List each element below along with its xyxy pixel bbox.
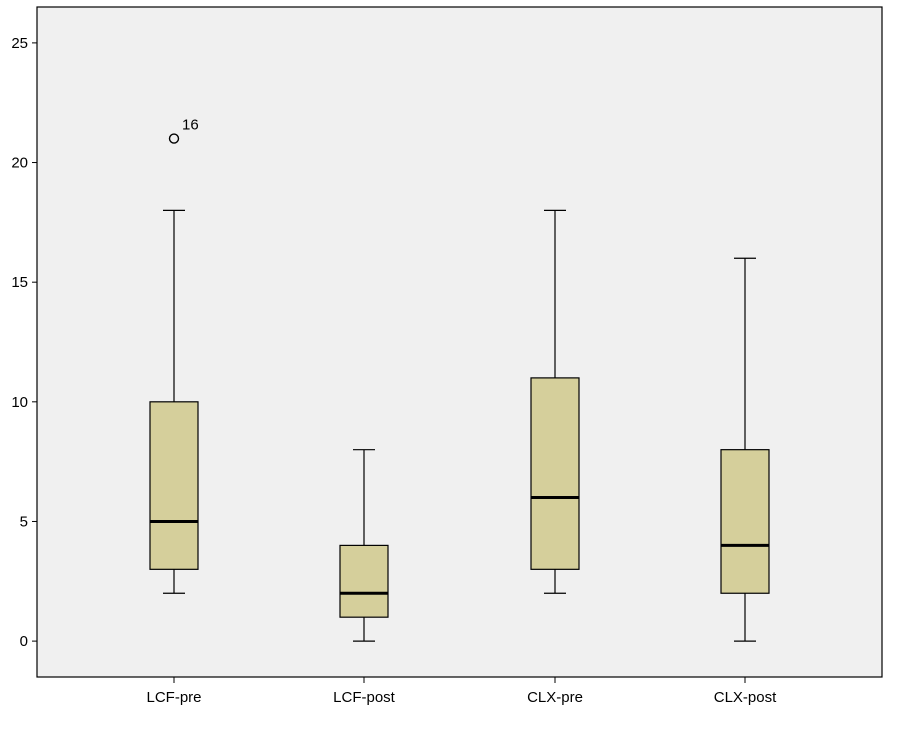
iqr-box <box>149 401 199 570</box>
x-tick-label: CLX-pre <box>527 689 583 706</box>
y-tick-label: 15 <box>11 274 28 291</box>
y-tick-label: 5 <box>20 513 28 530</box>
iqr-box <box>720 449 770 594</box>
outlier-label: 16 <box>182 117 199 134</box>
y-tick-label: 10 <box>11 394 28 411</box>
box-lcf-pre: 16 <box>149 117 199 594</box>
box-series: 16 <box>149 117 770 642</box>
box-clx-pre <box>530 209 580 594</box>
x-tick-label: LCF-post <box>333 689 396 706</box>
y-tick-label: 20 <box>11 155 28 172</box>
x-axis: LCF-pre LCF-post CLX-pre CLX-post <box>146 677 777 706</box>
y-tick-label: 25 <box>11 35 28 52</box>
box-clx-post <box>720 257 770 642</box>
iqr-box <box>339 544 389 618</box>
y-tick-label: 0 <box>20 633 28 650</box>
iqr-box <box>530 377 580 570</box>
x-tick-label: LCF-pre <box>146 689 201 706</box>
box-lcf-post <box>339 449 389 642</box>
y-axis: 0 5 10 15 20 25 <box>11 35 37 650</box>
x-tick-label: CLX-post <box>714 689 777 706</box>
outlier-point <box>168 133 180 144</box>
